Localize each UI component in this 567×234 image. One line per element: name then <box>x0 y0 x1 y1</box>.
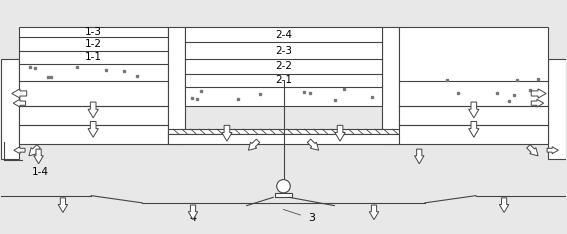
Bar <box>168 129 399 134</box>
Text: 2-3: 2-3 <box>275 46 292 55</box>
Bar <box>168 134 399 144</box>
Polygon shape <box>58 198 67 212</box>
Polygon shape <box>531 99 544 107</box>
Text: 3: 3 <box>308 213 315 223</box>
Polygon shape <box>369 205 379 220</box>
Text: 4: 4 <box>189 213 197 223</box>
Polygon shape <box>29 145 40 156</box>
Polygon shape <box>13 99 26 107</box>
Text: 2-4: 2-4 <box>275 30 292 40</box>
Bar <box>184 27 383 106</box>
Polygon shape <box>307 139 319 150</box>
Bar <box>275 193 292 197</box>
Bar <box>19 27 168 144</box>
Polygon shape <box>414 149 424 164</box>
Text: 1-4: 1-4 <box>32 167 49 177</box>
Polygon shape <box>335 125 345 141</box>
Circle shape <box>277 179 290 193</box>
Polygon shape <box>248 139 260 150</box>
Polygon shape <box>14 147 25 154</box>
Bar <box>168 27 184 144</box>
Polygon shape <box>527 145 538 156</box>
Text: 2-2: 2-2 <box>275 61 292 71</box>
Polygon shape <box>531 89 546 98</box>
Bar <box>1 59 19 159</box>
Polygon shape <box>469 102 479 118</box>
Polygon shape <box>88 121 98 137</box>
Polygon shape <box>469 121 479 137</box>
Polygon shape <box>500 198 509 212</box>
Polygon shape <box>547 147 558 154</box>
Text: 2-1: 2-1 <box>275 75 292 85</box>
Polygon shape <box>88 102 98 118</box>
Bar <box>383 27 399 144</box>
Polygon shape <box>12 89 27 98</box>
Bar <box>399 27 548 144</box>
Text: 1-3: 1-3 <box>84 27 101 37</box>
Polygon shape <box>188 205 198 220</box>
Text: 1-1: 1-1 <box>84 52 101 62</box>
Polygon shape <box>34 149 43 164</box>
Polygon shape <box>222 125 232 141</box>
Text: 1-2: 1-2 <box>84 39 101 49</box>
Bar <box>548 59 566 159</box>
